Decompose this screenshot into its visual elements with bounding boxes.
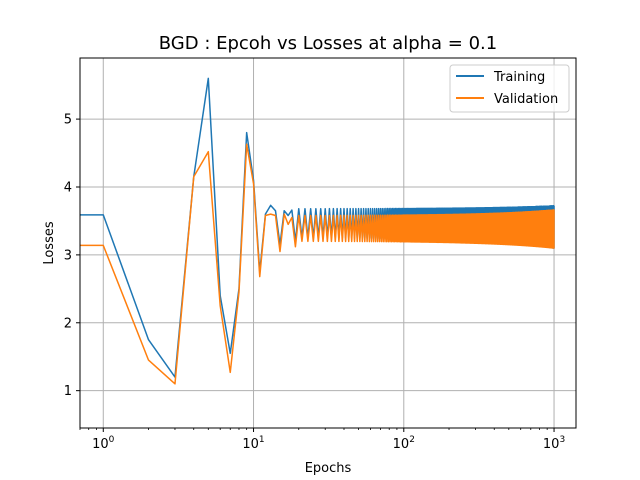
grid-lines (80, 58, 576, 428)
legend-label: Validation (494, 92, 558, 107)
y-tick-label: 3 (64, 248, 72, 263)
y-tick-label: 1 (64, 384, 72, 399)
series-line-validation (80, 143, 555, 385)
chart-title: BGD : Epcoh vs Losses at alpha = 0.1 (159, 33, 497, 54)
x-axis-label: Epochs (305, 461, 352, 476)
y-tick-label: 2 (64, 316, 72, 331)
series-lines (80, 77, 555, 385)
plot-frame (79, 57, 577, 429)
legend-label: Training (493, 70, 545, 85)
legend: Training Validation (449, 64, 570, 113)
y-axis-ticks: 1 2 3 4 5 (64, 113, 80, 399)
y-axis-label: Losses (42, 221, 57, 265)
y-tick-label: 4 (64, 180, 72, 195)
y-tick-label: 5 (64, 113, 72, 128)
